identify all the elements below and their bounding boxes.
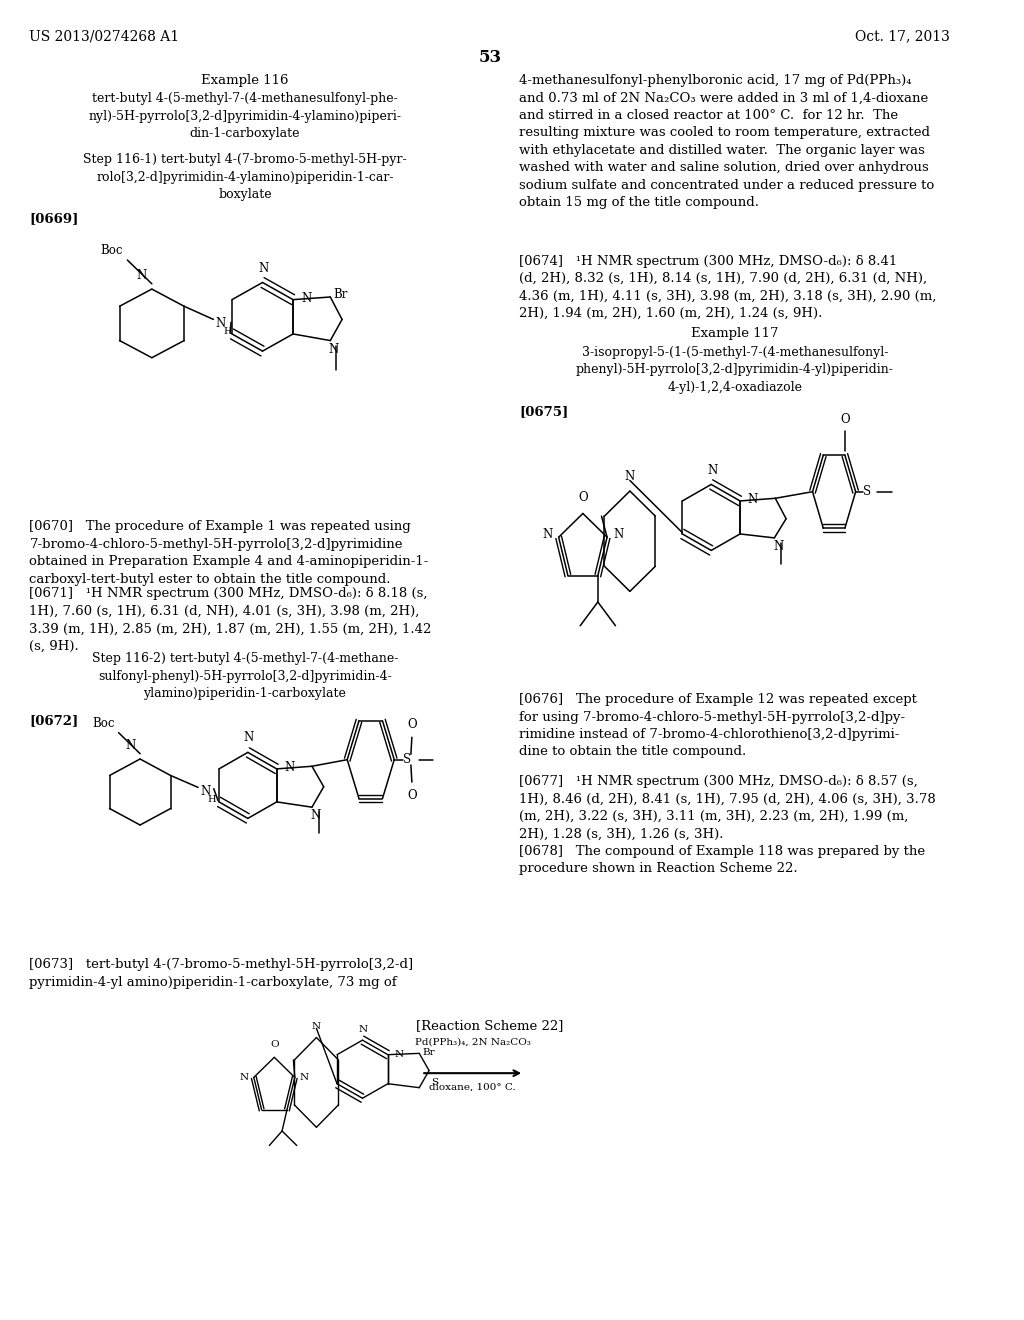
Text: Br: Br: [422, 1048, 435, 1056]
Text: N: N: [543, 528, 553, 541]
Text: 53: 53: [478, 49, 502, 66]
Text: [0675]: [0675]: [519, 405, 568, 418]
Text: N: N: [200, 784, 210, 797]
Text: N: N: [136, 269, 146, 282]
Text: H: H: [223, 327, 231, 337]
Text: [0678]   The compound of Example 118 was prepared by the
procedure shown in Reac: [0678] The compound of Example 118 was p…: [519, 845, 926, 875]
Text: Pd(PPh₃)₄, 2N Na₂CO₃: Pd(PPh₃)₄, 2N Na₂CO₃: [415, 1038, 530, 1047]
Text: Example 116: Example 116: [201, 74, 289, 87]
Text: Boc: Boc: [92, 717, 115, 730]
Text: N: N: [125, 739, 135, 752]
Text: [0677]   ¹H NMR spectrum (300 MHz, DMSO-d₆): δ 8.57 (s,
1H), 8.46 (d, 2H), 8.41 : [0677] ¹H NMR spectrum (300 MHz, DMSO-d₆…: [519, 775, 936, 841]
Text: N: N: [625, 470, 635, 483]
Text: O: O: [270, 1040, 279, 1049]
Text: Oct. 17, 2013: Oct. 17, 2013: [855, 29, 950, 44]
Text: Boc: Boc: [100, 244, 123, 257]
Text: N: N: [285, 762, 295, 774]
Text: [0671]   ¹H NMR spectrum (300 MHz, DMSO-d₆): δ 8.18 (s,
1H), 7.60 (s, 1H), 6.31 : [0671] ¹H NMR spectrum (300 MHz, DMSO-d₆…: [30, 587, 432, 653]
Text: N: N: [707, 463, 717, 477]
Text: [Reaction Scheme 22]: [Reaction Scheme 22]: [416, 1019, 563, 1032]
Text: N: N: [300, 1073, 309, 1082]
Text: 3-isopropyl-5-(1-(5-methyl-7-(4-methanesulfonyl-
phenyl)-5H-pyrrolo[3,2-d]pyrimi: 3-isopropyl-5-(1-(5-methyl-7-(4-methanes…: [575, 346, 894, 393]
Text: S: S: [431, 1078, 438, 1088]
Text: N: N: [358, 1024, 368, 1034]
Text: [0670]   The procedure of Example 1 was repeated using
7-bromo-4-chloro-5-methyl: [0670] The procedure of Example 1 was re…: [30, 520, 429, 586]
Text: S: S: [403, 754, 412, 766]
Text: N: N: [613, 528, 624, 541]
Text: N: N: [773, 540, 783, 553]
Text: US 2013/0274268 A1: US 2013/0274268 A1: [30, 29, 179, 44]
Text: O: O: [408, 788, 417, 801]
Text: [0672]: [0672]: [30, 714, 79, 727]
Text: dioxane, 100° C.: dioxane, 100° C.: [429, 1082, 516, 1092]
Text: [0676]   The procedure of Example 12 was repeated except
for using 7-bromo-4-chl: [0676] The procedure of Example 12 was r…: [519, 693, 918, 759]
Text: [0669]: [0669]: [30, 213, 79, 226]
Text: N: N: [215, 317, 225, 330]
Text: N: N: [258, 261, 268, 275]
Text: Example 117: Example 117: [691, 327, 778, 341]
Text: O: O: [579, 491, 588, 504]
Text: N: N: [748, 494, 758, 506]
Text: 4-methanesulfonyl-phenylboronic acid, 17 mg of Pd(PPh₃)₄
and 0.73 ml of 2N Na₂CO: 4-methanesulfonyl-phenylboronic acid, 17…: [519, 74, 935, 210]
Text: N: N: [310, 809, 321, 822]
Text: S: S: [863, 486, 871, 498]
Text: N: N: [328, 343, 338, 356]
Text: N: N: [244, 731, 254, 744]
Text: N: N: [312, 1022, 321, 1031]
Text: N: N: [301, 292, 311, 305]
Text: tert-butyl 4-(5-methyl-7-(4-methanesulfonyl-phe-
nyl)-5H-pyrrolo[3,2-d]pyrimidin: tert-butyl 4-(5-methyl-7-(4-methanesulfo…: [88, 92, 401, 140]
Text: Br: Br: [333, 288, 347, 301]
Text: N: N: [240, 1073, 249, 1082]
Text: H: H: [208, 795, 216, 804]
Text: N: N: [395, 1051, 403, 1059]
Text: Step 116-1) tert-butyl 4-(7-bromo-5-methyl-5H-pyr-
rolo[3,2-d]pyrimidin-4-ylamin: Step 116-1) tert-butyl 4-(7-bromo-5-meth…: [83, 153, 407, 201]
Text: O: O: [408, 718, 417, 730]
Text: [0674]   ¹H NMR spectrum (300 MHz, DMSO-d₆): δ 8.41
(d, 2H), 8.32 (s, 1H), 8.14 : [0674] ¹H NMR spectrum (300 MHz, DMSO-d₆…: [519, 255, 937, 321]
Text: O: O: [840, 413, 850, 426]
Text: [0673]   tert-butyl 4-(7-bromo-5-methyl-5H-pyrrolo[3,2-d]
pyrimidin-4-yl amino)p: [0673] tert-butyl 4-(7-bromo-5-methyl-5H…: [30, 958, 414, 989]
Text: Step 116-2) tert-butyl 4-(5-methyl-7-(4-methane-
sulfonyl-phenyl)-5H-pyrrolo[3,2: Step 116-2) tert-butyl 4-(5-methyl-7-(4-…: [92, 652, 398, 700]
